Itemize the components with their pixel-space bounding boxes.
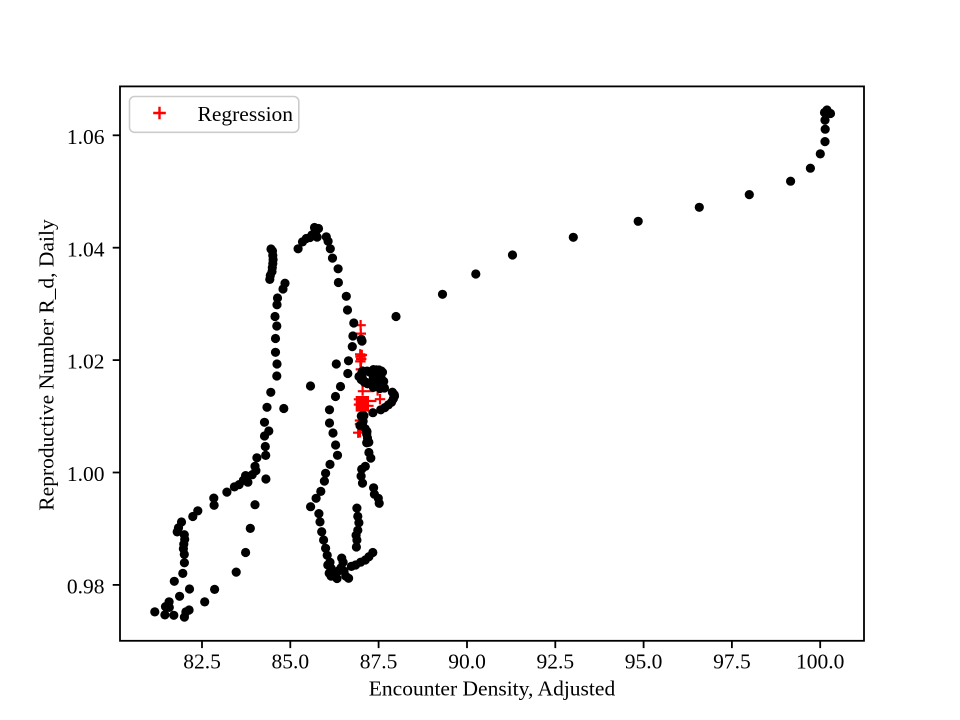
svg-text:92.5: 92.5: [536, 650, 574, 674]
svg-text:Encounter Density, Adjusted: Encounter Density, Adjusted: [369, 677, 616, 701]
svg-text:Reproductive Number R_d, Daily: Reproductive Number R_d, Daily: [35, 219, 59, 511]
svg-text:97.5: 97.5: [713, 650, 751, 674]
svg-text:82.5: 82.5: [183, 650, 221, 674]
svg-text:100.0: 100.0: [796, 650, 844, 674]
svg-text:1.02: 1.02: [67, 350, 105, 374]
svg-text:85.0: 85.0: [271, 650, 309, 674]
svg-text:Regression: Regression: [198, 102, 294, 126]
svg-text:1.00: 1.00: [67, 462, 105, 486]
svg-text:0.98: 0.98: [67, 575, 105, 599]
svg-text:1.06: 1.06: [67, 125, 105, 149]
svg-text:95.0: 95.0: [625, 650, 663, 674]
svg-text:1.04: 1.04: [67, 237, 105, 261]
svg-text:87.5: 87.5: [360, 650, 398, 674]
svg-text:90.0: 90.0: [448, 650, 486, 674]
